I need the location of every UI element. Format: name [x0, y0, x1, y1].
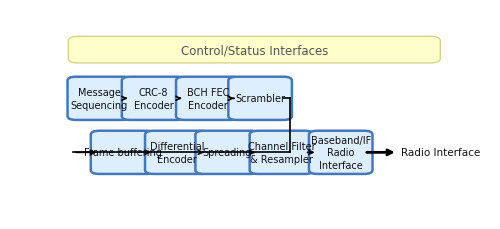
Text: Message
Sequencing: Message Sequencing: [70, 88, 128, 110]
FancyBboxPatch shape: [309, 131, 372, 174]
Text: Radio Interface: Radio Interface: [401, 148, 480, 158]
FancyBboxPatch shape: [68, 77, 131, 120]
FancyBboxPatch shape: [122, 77, 186, 120]
Text: Baseband/IF
Radio
Interface: Baseband/IF Radio Interface: [310, 135, 371, 170]
Text: Channel Filter
& Resampler: Channel Filter & Resampler: [248, 142, 316, 164]
FancyBboxPatch shape: [228, 77, 292, 120]
FancyBboxPatch shape: [145, 131, 208, 174]
FancyBboxPatch shape: [196, 131, 259, 174]
Text: BCH FEC
Encoder: BCH FEC Encoder: [186, 88, 229, 110]
FancyBboxPatch shape: [91, 131, 154, 174]
Text: Frame buffering: Frame buffering: [84, 148, 162, 158]
Text: Scrambler: Scrambler: [235, 94, 285, 104]
FancyBboxPatch shape: [250, 131, 313, 174]
Text: Control/Status Interfaces: Control/Status Interfaces: [180, 44, 328, 57]
Text: CRC-8
Encoder: CRC-8 Encoder: [134, 88, 173, 110]
FancyBboxPatch shape: [176, 77, 240, 120]
Text: Spreading: Spreading: [202, 148, 252, 158]
FancyBboxPatch shape: [68, 37, 440, 64]
Text: Differential
Encoder: Differential Encoder: [150, 142, 204, 164]
